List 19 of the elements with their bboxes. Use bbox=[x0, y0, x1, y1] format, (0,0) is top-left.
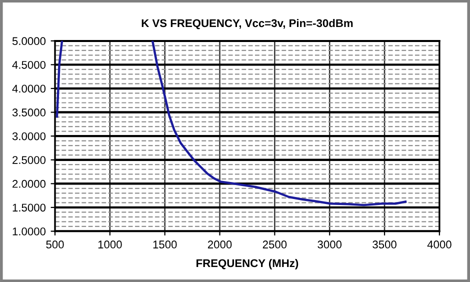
y-tick-label: 1.0000 bbox=[12, 228, 46, 236]
y-tick-label: 3.5000 bbox=[12, 108, 46, 116]
y-tick-label: 5.0000 bbox=[12, 37, 46, 46]
chart-title: K VS FREQUENCY, Vcc=3v, Pin=-30dBm bbox=[142, 18, 353, 30]
x-tick-label: 2000 bbox=[208, 240, 232, 248]
x-tick-label: 4000 bbox=[427, 240, 452, 248]
x-tick-label: 3500 bbox=[372, 240, 396, 248]
y-tick-label: 2.5000 bbox=[12, 156, 46, 164]
x-tick-label: 1000 bbox=[98, 240, 122, 248]
y-tick-label: 1.5000 bbox=[12, 204, 46, 212]
x-axis-title: FREQUENCY (MHz) bbox=[196, 258, 298, 270]
y-tick-label: 2.0000 bbox=[12, 180, 46, 188]
y-tick-label: 3.0000 bbox=[12, 132, 46, 140]
y-tick-label: 4.0000 bbox=[12, 84, 46, 93]
x-tick-label: 500 bbox=[46, 240, 64, 248]
y-tick-label: 4.5000 bbox=[12, 60, 46, 69]
x-tick-label: 3000 bbox=[318, 240, 342, 248]
x-tick-label: 2500 bbox=[262, 240, 287, 248]
x-tick-label: 1500 bbox=[153, 240, 177, 248]
